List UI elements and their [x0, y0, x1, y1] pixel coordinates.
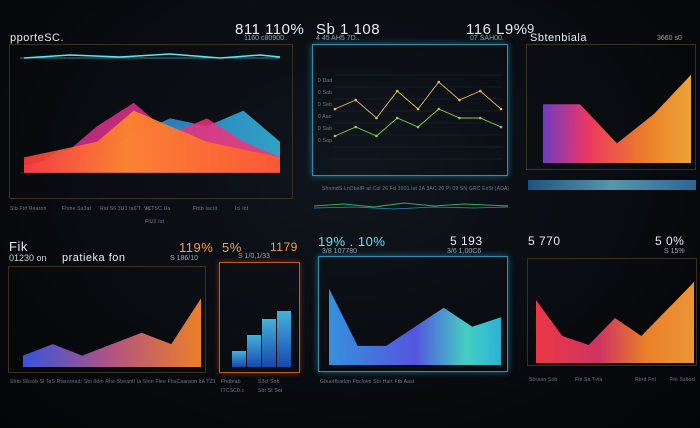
- panel-1-subvalue: 1160 c80900.: [244, 35, 286, 42]
- panel-2-subvalue: 4 45 AH5 7D..: [316, 35, 360, 42]
- panel-2-point: [458, 98, 461, 102]
- panel-4-value: 119%: [179, 240, 214, 255]
- panel-2-frame: 0 Dad 0 Sab 0 Seb 0 Aac 0 Sab 0 Sap: [312, 44, 508, 176]
- panel-7-value-2: 5 0%: [655, 234, 685, 248]
- panel-2-point: [499, 125, 503, 129]
- panel-2-axis-2: 0 Seb: [318, 102, 333, 108]
- panel-2-point: [416, 107, 420, 111]
- panel-1-caption-4: Fhtb Iacrit: [193, 206, 218, 212]
- panel-3-title: Sbtenbiala: [530, 32, 587, 44]
- panel-1-area-0: [24, 110, 280, 173]
- panel-5-value: 5%: [222, 240, 242, 255]
- panel-2-point: [375, 116, 378, 120]
- panel-5-caption-2: ITCSC0.c: [221, 388, 245, 394]
- panel-2-chart: [333, 74, 503, 160]
- panel-2-point: [395, 89, 399, 93]
- panel-3-spectrum: [528, 180, 696, 190]
- panel-5-value-2: 1179: [270, 240, 298, 254]
- panel-4-title: Fik: [9, 239, 28, 254]
- panel-6-caption: Gbuotfbadon Fbcloim Sbi Hart Ftb Aast: [320, 379, 415, 385]
- panel-1-chart: [20, 53, 281, 174]
- panel-2-point: [354, 98, 358, 102]
- panel-2-axis-0: 0 Dad: [318, 78, 333, 84]
- panel-6-subvalue: 3/8 107780: [322, 248, 358, 255]
- panel-7-frame: [527, 258, 697, 366]
- panel-2-axis-4: 0 Sab: [318, 126, 333, 132]
- panel-2-point: [333, 107, 337, 111]
- panel-5-bar-0: [232, 351, 246, 367]
- panel-1-caption-3: ICTSC.Ua: [146, 206, 171, 212]
- panel-2-point: [478, 116, 482, 120]
- panel-4-subvalue: S 186/10: [170, 255, 199, 262]
- panel-2-point: [375, 134, 378, 138]
- panel-2-series-0: [334, 81, 502, 119]
- panel-5-bar-3: [277, 311, 291, 367]
- panel-4-caption: Shtn Sbsob Sl TaS Rtaroorad: Sbt ltdm Rh…: [10, 379, 216, 385]
- panel-2-point: [499, 107, 503, 111]
- panel-3-number: 9: [527, 21, 535, 36]
- panel-2-point: [437, 107, 441, 111]
- panel-4-chart: [23, 298, 201, 367]
- panel-2-axis-1: 0 Sab: [318, 90, 333, 96]
- panel-4-title-2: pratieka fon: [62, 252, 126, 264]
- panel-2-series-1: [334, 108, 502, 137]
- panel-1-caption-1: Fhme Sa3ai: [62, 206, 91, 212]
- panel-2-point: [478, 89, 482, 93]
- panel-4-frame: [8, 266, 206, 373]
- panel-4-subtitle: 01230 on: [9, 253, 47, 263]
- panel-7-chart: [536, 282, 694, 363]
- panel-5-bar-1: [247, 335, 261, 367]
- panel-5-chart: [232, 311, 291, 367]
- panel-6-frame: [318, 256, 508, 372]
- panel-5-subvalue: S 1/0,1/33: [238, 253, 270, 260]
- panel-3-chart: [543, 74, 691, 163]
- panel-5-caption-0: Fhdbtab: [221, 379, 241, 385]
- panel-5-caption-1: S3cl Sob: [258, 379, 280, 385]
- panel-6-area: [329, 288, 501, 365]
- panel-1-extra: FIU2 Ist: [145, 219, 165, 225]
- panel-1-value: 811 110%: [235, 21, 305, 38]
- panel-7-value: 5 770: [528, 234, 561, 248]
- panel-3-subvalue: 3660 s0: [657, 35, 682, 42]
- panel-2-value: Sb 1 108: [316, 21, 381, 38]
- panel-7-caption-2: Rbrd Fnt: [635, 377, 657, 383]
- panel-2-point: [437, 80, 441, 84]
- panel-5-frame: [219, 262, 300, 373]
- panel-2-subvalue-2: 07 SAH00.: [470, 35, 504, 42]
- panel-7-area: [536, 282, 694, 363]
- panel-4-area: [23, 298, 201, 367]
- panel-6-subvalue-2: 3/6 1,00C6: [447, 248, 482, 255]
- panel-7-caption-0: Sbraan Sob: [529, 377, 558, 383]
- panel-2-point: [416, 125, 420, 129]
- panel-1-caption-0: Sib Ftd Rearon: [10, 206, 47, 212]
- panel-6-chart: [329, 288, 501, 365]
- panel-7-caption-1: Fbl Sa Tvla: [575, 377, 603, 383]
- panel-2-point: [354, 125, 358, 129]
- panel-5-caption-3: Sbt St Sol: [258, 388, 283, 394]
- panel-3-frame: [526, 44, 696, 170]
- panel-1-caption-2: Rid S6 3U1 Ia6'7. Vo: [100, 206, 151, 212]
- panel-7-subvalue: S 15%: [664, 248, 685, 255]
- panel-2-strip: [313, 202, 509, 210]
- panel-1-top-line: [23, 53, 281, 59]
- panel-6-value-2: 5 193: [450, 234, 483, 248]
- panel-5-bar-2: [262, 319, 276, 367]
- panel-2-point: [395, 116, 399, 120]
- panel-2-value-2: 116 L9%: [466, 21, 528, 38]
- panel-2-caption: ShnmdS LnDbalR at Cal 26 Fd 3001 lat 2A …: [322, 186, 510, 192]
- panel-1-title: pporteSC.: [10, 32, 65, 44]
- panel-2-point: [458, 116, 461, 120]
- panel-2-point: [333, 134, 337, 138]
- panel-2-axis-3: 0 Aac: [318, 114, 332, 120]
- panel-3-area: [543, 74, 691, 163]
- panel-6-value: 19% . 10%: [318, 234, 386, 249]
- panel-7-caption-3: Fnt Ssbocl: [670, 377, 696, 383]
- panel-1-caption-5: Icl Iot: [235, 206, 249, 212]
- panel-1-frame: [9, 44, 293, 199]
- panel-2-axis-5: 0 Sap: [318, 138, 333, 144]
